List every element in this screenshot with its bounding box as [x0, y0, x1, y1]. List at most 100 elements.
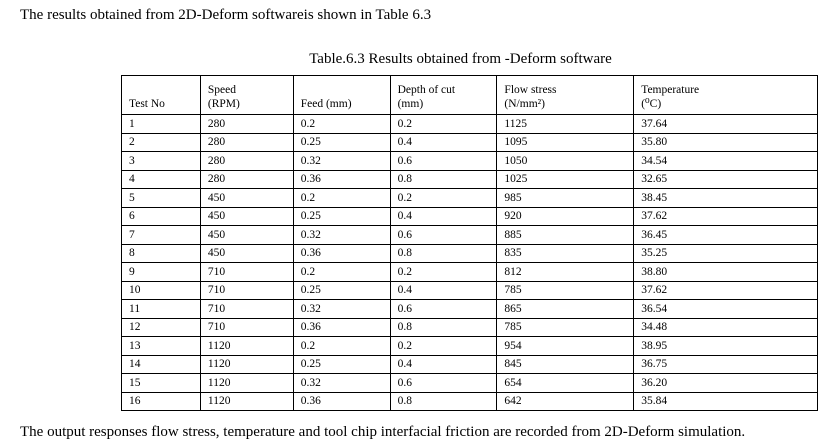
cell-temperature: 35.80: [633, 132, 818, 152]
cell-depth-of-cut: 0.6: [389, 151, 498, 171]
table-row: 12 710 0.36 0.8 785 34.48: [121, 317, 818, 337]
cell-temperature: 36.20: [633, 373, 818, 393]
cell-temperature: 34.54: [633, 151, 818, 171]
cell-temperature: 37.62: [633, 280, 818, 300]
cell-feed: 0.36: [292, 391, 391, 411]
cell-flow-stress: 845: [496, 354, 635, 374]
cell-feed: 0.2: [292, 114, 391, 134]
table-caption: Table.6.3 Results obtained from -Deform …: [0, 50, 831, 68]
cell-test-no: 12: [121, 317, 201, 337]
table-row: 11 710 0.32 0.6 865 36.54: [121, 299, 818, 319]
cell-feed: 0.32: [292, 373, 391, 393]
cell-temperature: 38.45: [633, 188, 818, 208]
cell-test-no: 7: [121, 225, 201, 245]
cell-depth-of-cut: 0.4: [389, 280, 498, 300]
table-row: 13 1120 0.2 0.2 954 38.95: [121, 336, 818, 356]
cell-depth-of-cut: 0.8: [389, 317, 498, 337]
cell-temperature: 36.45: [633, 225, 818, 245]
cell-flow-stress: 654: [496, 373, 635, 393]
cell-speed: 710: [199, 280, 294, 300]
cell-temperature: 37.62: [633, 206, 818, 226]
cell-test-no: 1: [121, 114, 201, 134]
header-speed: Speed (RPM): [199, 75, 294, 115]
cell-speed: 450: [199, 225, 294, 245]
cell-depth-of-cut: 0.8: [389, 169, 498, 189]
table-body: 1 280 0.2 0.2 1125 37.64 2 280 0.25 0.4 1095 35.80 3…: [121, 114, 818, 411]
cell-feed: 0.36: [292, 243, 391, 263]
cell-depth-of-cut: 0.6: [389, 225, 498, 245]
table-header: Test No Speed (RPM) Feed (mm) Depth of cu…: [121, 75, 818, 115]
header-feed: Feed (mm): [292, 75, 391, 115]
cell-feed: 0.25: [292, 206, 391, 226]
cell-flow-stress: 1125: [496, 114, 635, 134]
cell-speed: 710: [199, 317, 294, 337]
results-table: Test No Speed (RPM) Feed (mm) Depth of cu…: [121, 75, 818, 411]
cell-flow-stress: 985: [496, 188, 635, 208]
cell-temperature: 34.48: [633, 317, 818, 337]
cell-speed: 710: [199, 299, 294, 319]
cell-test-no: 4: [121, 169, 201, 189]
cell-speed: 1120: [199, 336, 294, 356]
cell-speed: 450: [199, 188, 294, 208]
cell-flow-stress: 865: [496, 299, 635, 319]
intro-paragraph: The results obtained from 2D-Deform soft…: [20, 7, 432, 23]
cell-temperature: 35.84: [633, 391, 818, 411]
outro-paragraph: The output responses flow stress, temper…: [20, 424, 746, 440]
cell-flow-stress: 785: [496, 317, 635, 337]
cell-temperature: 36.75: [633, 354, 818, 374]
cell-test-no: 14: [121, 354, 201, 374]
cell-speed: 1120: [199, 354, 294, 374]
cell-depth-of-cut: 0.4: [389, 354, 498, 374]
cell-depth-of-cut: 0.4: [389, 206, 498, 226]
cell-feed: 0.36: [292, 317, 391, 337]
table-row: 1 280 0.2 0.2 1125 37.64: [121, 114, 818, 134]
table-row: 2 280 0.25 0.4 1095 35.80: [121, 132, 818, 152]
cell-test-no: 3: [121, 151, 201, 171]
table-row: 9 710 0.2 0.2 812 38.80: [121, 262, 818, 282]
cell-flow-stress: 920: [496, 206, 635, 226]
cell-temperature: 37.64: [633, 114, 818, 134]
cell-depth-of-cut: 0.8: [389, 243, 498, 263]
cell-test-no: 2: [121, 132, 201, 152]
table-row: 3 280 0.32 0.6 1050 34.54: [121, 151, 818, 171]
header-flow-stress: Flow stress (N/mm²): [496, 75, 635, 115]
cell-depth-of-cut: 0.2: [389, 336, 498, 356]
cell-flow-stress: 1095: [496, 132, 635, 152]
header-test-no: Test No: [121, 75, 201, 115]
cell-flow-stress: 835: [496, 243, 635, 263]
cell-speed: 450: [199, 243, 294, 263]
cell-depth-of-cut: 0.8: [389, 391, 498, 411]
cell-temperature: 32.65: [633, 169, 818, 189]
cell-feed: 0.32: [292, 151, 391, 171]
cell-test-no: 6: [121, 206, 201, 226]
table-row: 5 450 0.2 0.2 985 38.45: [121, 188, 818, 208]
cell-speed: 280: [199, 169, 294, 189]
cell-test-no: 16: [121, 391, 201, 411]
cell-speed: 280: [199, 114, 294, 134]
cell-depth-of-cut: 0.2: [389, 114, 498, 134]
table-row: 10 710 0.25 0.4 785 37.62: [121, 280, 818, 300]
cell-depth-of-cut: 0.2: [389, 262, 498, 282]
cell-feed: 0.25: [292, 132, 391, 152]
cell-feed: 0.36: [292, 169, 391, 189]
cell-depth-of-cut: 0.4: [389, 132, 498, 152]
cell-speed: 280: [199, 151, 294, 171]
cell-feed: 0.32: [292, 299, 391, 319]
cell-feed: 0.25: [292, 280, 391, 300]
cell-flow-stress: 642: [496, 391, 635, 411]
cell-feed: 0.25: [292, 354, 391, 374]
cell-test-no: 5: [121, 188, 201, 208]
cell-depth-of-cut: 0.6: [389, 299, 498, 319]
header-temperature: Temperature (⁰C): [633, 75, 818, 115]
cell-test-no: 8: [121, 243, 201, 263]
table-row: 6 450 0.25 0.4 920 37.62: [121, 206, 818, 226]
cell-speed: 450: [199, 206, 294, 226]
cell-temperature: 35.25: [633, 243, 818, 263]
cell-depth-of-cut: 0.6: [389, 373, 498, 393]
table-row: 15 1120 0.32 0.6 654 36.20: [121, 373, 818, 393]
cell-flow-stress: 1025: [496, 169, 635, 189]
table-row: 16 1120 0.36 0.8 642 35.84: [121, 391, 818, 411]
cell-feed: 0.2: [292, 262, 391, 282]
table-row: 7 450 0.32 0.6 885 36.45: [121, 225, 818, 245]
table-row: 8 450 0.36 0.8 835 35.25: [121, 243, 818, 263]
